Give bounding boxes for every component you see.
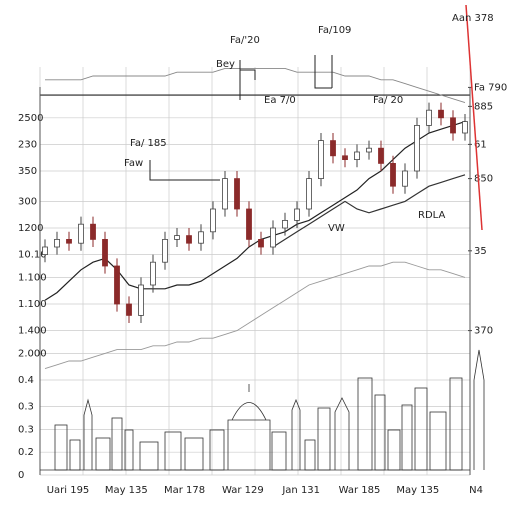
candle-body	[102, 238, 108, 267]
annotation: Bey	[216, 59, 235, 70]
candle-body	[426, 109, 432, 126]
candle-body	[54, 238, 60, 248]
y-tick-label: 0.3	[18, 424, 34, 435]
y2-tick-label: 370	[474, 326, 493, 337]
annotation: Aan 378	[452, 13, 494, 24]
candle-body	[162, 238, 168, 263]
line-series	[272, 174, 466, 248]
candle-body	[450, 117, 456, 134]
annotation: Fa/'20	[230, 35, 260, 46]
line-series	[44, 261, 466, 370]
candle-body	[246, 208, 252, 240]
annotation: Fa/ 185	[130, 138, 167, 149]
candle-body	[42, 246, 48, 255]
candle-body	[378, 147, 384, 164]
candle-body	[150, 261, 156, 286]
candle-body	[462, 121, 468, 134]
candle-body	[210, 208, 216, 233]
candle-body	[174, 235, 180, 240]
x-tick-label: Mar 178	[164, 485, 205, 496]
candle-body	[414, 125, 420, 172]
y2-tick-label: Fa 790	[474, 82, 507, 93]
candle-body	[306, 178, 312, 210]
red-line	[465, 4, 483, 231]
x-tick-label: Uari 195	[47, 485, 90, 496]
candle-body	[66, 238, 72, 244]
x-tick-label: May 135	[105, 485, 148, 496]
y2-tick-label: 61	[474, 139, 487, 150]
x-tick-label: Jan 131	[281, 485, 320, 496]
candle-body	[114, 265, 120, 305]
candle-body	[366, 147, 372, 153]
x-tick-label: N4	[469, 485, 483, 496]
candle-body	[330, 140, 336, 157]
y-tick-label: 1200	[18, 223, 43, 234]
y-tick-label: 230	[18, 139, 37, 150]
y-tick-label: 2500	[18, 113, 43, 124]
y-tick-label: 1.100	[18, 272, 47, 283]
annotation: Faw	[124, 158, 143, 169]
candle-body	[222, 178, 228, 210]
candle-body	[390, 162, 396, 187]
candle-body	[342, 155, 348, 161]
candle-body	[126, 303, 132, 316]
candle-body	[282, 219, 288, 229]
x-tick-label: War 129	[222, 485, 264, 496]
y-tick-label: 1.400	[18, 326, 47, 337]
candle-body	[438, 109, 444, 119]
y2-tick-label: 885	[474, 101, 493, 112]
candle-body	[354, 151, 360, 160]
candle-body	[294, 208, 300, 221]
candle-body	[138, 284, 144, 316]
annotation-brackets	[149, 55, 333, 181]
candle-body	[402, 170, 408, 187]
annotation: Fa/ 20	[373, 95, 403, 106]
annotation: VW	[328, 223, 345, 234]
y-tick-label: 300	[18, 196, 37, 207]
candle-body	[90, 223, 96, 240]
y-tick-label: 0.2	[18, 447, 34, 458]
y-tick-label: 0.4	[18, 375, 34, 386]
candle-body	[186, 235, 192, 244]
candle-body	[318, 140, 324, 180]
candle-body	[78, 223, 84, 244]
y2-tick-label: 35	[474, 246, 487, 257]
annotation: Ea 7/0	[264, 95, 296, 106]
plot: 2500230350300120010.101.1001.1001.4002.0…	[18, 67, 507, 496]
y2-tick-label: 850	[474, 174, 493, 185]
candle-body	[198, 231, 204, 244]
annotation: Fa/109	[318, 25, 351, 36]
annotation: RDLA	[418, 210, 445, 221]
y-tick-label: 350	[18, 166, 37, 177]
candle-body	[258, 238, 264, 248]
y-tick-label: 0.3	[18, 402, 34, 413]
candle-body	[234, 178, 240, 210]
line-series	[45, 67, 466, 104]
y-tick-label: 10.10	[18, 250, 47, 261]
y-tick-label: 2.000	[18, 348, 47, 359]
skyline	[40, 349, 485, 471]
x-tick-label: War 185	[339, 485, 381, 496]
x-tick-label: May 135	[396, 485, 439, 496]
candle-body	[270, 227, 276, 248]
y-tick-label: 0	[18, 470, 24, 481]
y-tick-label: 1.100	[18, 299, 47, 310]
